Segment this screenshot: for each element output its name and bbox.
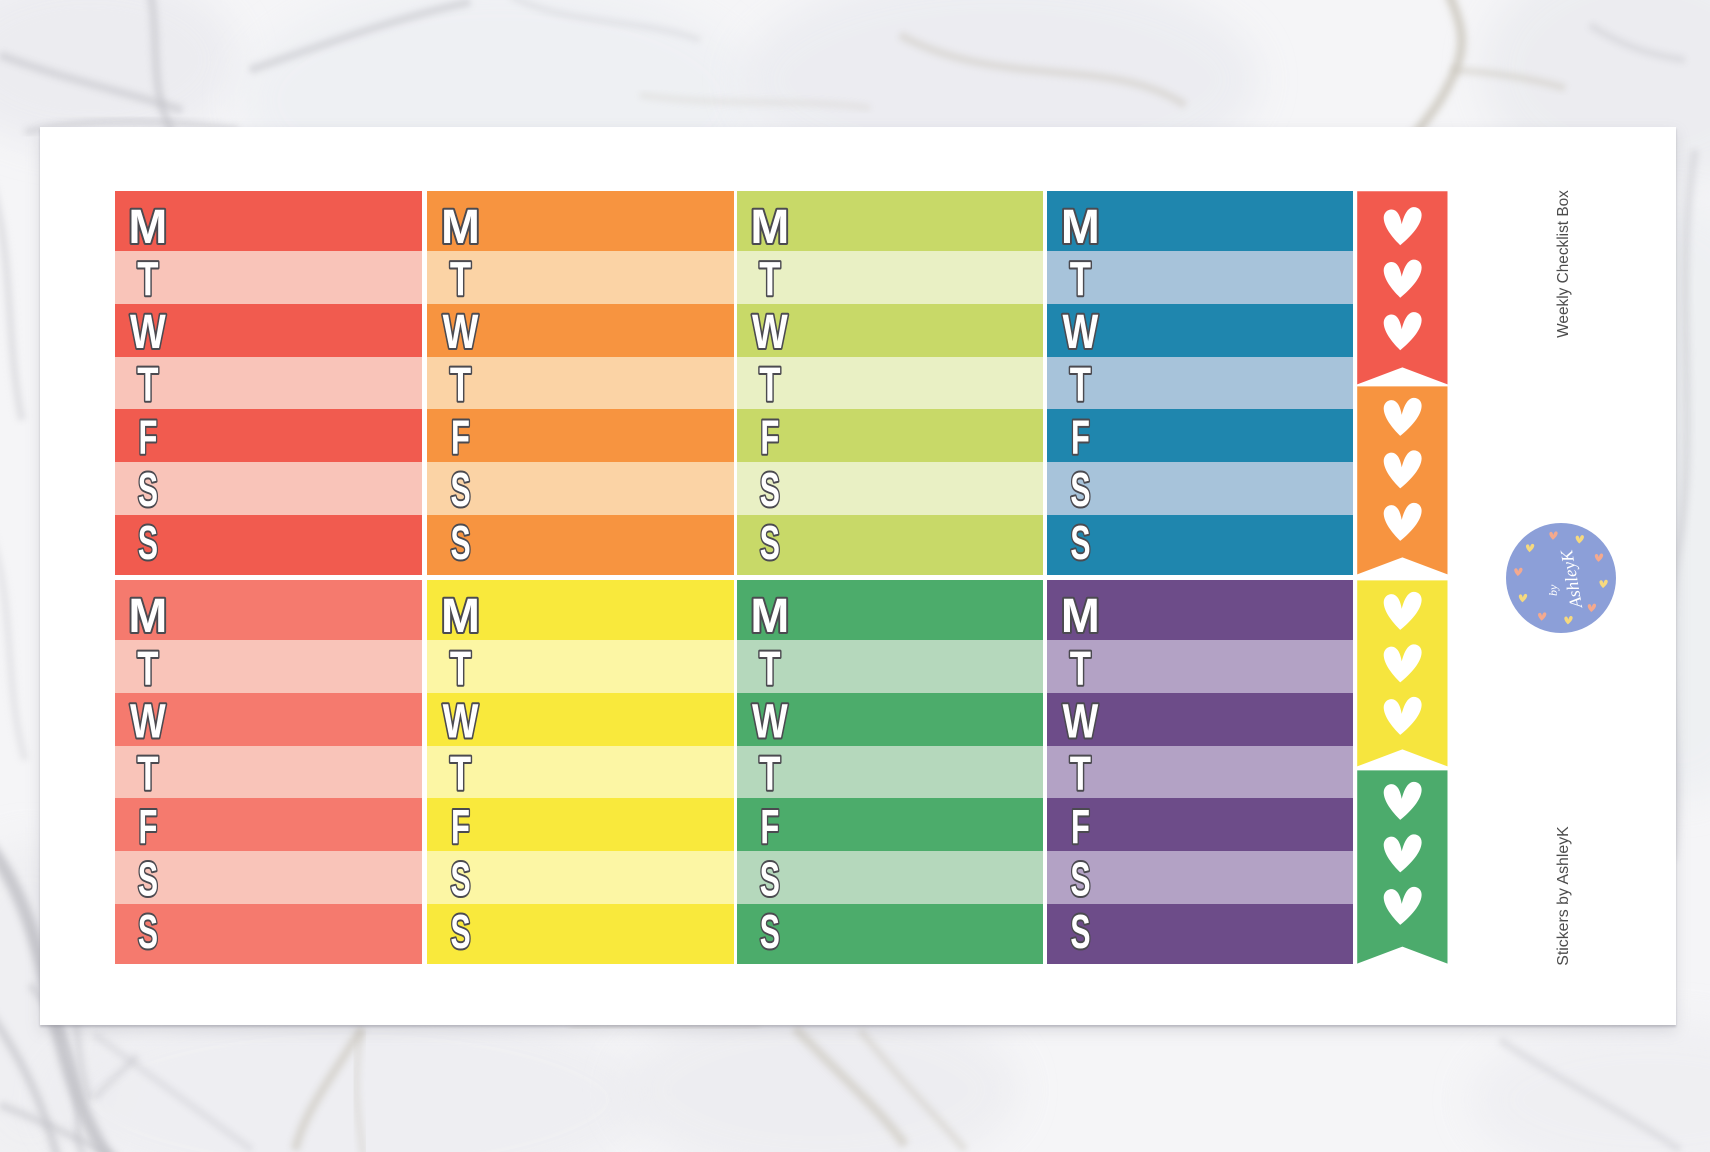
svg-text:S: S xyxy=(760,852,780,906)
svg-text:S: S xyxy=(138,905,158,959)
svg-text:T: T xyxy=(759,641,780,695)
svg-text:S: S xyxy=(450,463,470,517)
svg-text:T: T xyxy=(450,641,471,695)
svg-text:M: M xyxy=(750,200,789,254)
svg-text:M: M xyxy=(1061,200,1100,254)
svg-text:W: W xyxy=(752,695,788,748)
svg-text:F: F xyxy=(138,410,157,465)
svg-text:T: T xyxy=(137,357,158,411)
svg-text:M: M xyxy=(128,589,167,643)
svg-text:T: T xyxy=(1070,357,1091,411)
svg-text:W: W xyxy=(1063,306,1099,359)
svg-text:F: F xyxy=(138,799,157,854)
svg-text:S: S xyxy=(760,905,780,959)
svg-text:W: W xyxy=(443,306,479,359)
svg-text:W: W xyxy=(130,695,166,748)
svg-text:F: F xyxy=(760,410,779,465)
svg-text:F: F xyxy=(1071,799,1090,854)
svg-text:M: M xyxy=(1061,589,1100,643)
svg-text:T: T xyxy=(759,357,780,411)
svg-text:S: S xyxy=(138,516,158,570)
svg-text:T: T xyxy=(1070,746,1091,800)
svg-text:T: T xyxy=(759,746,780,800)
svg-text:F: F xyxy=(760,799,779,854)
svg-text:S: S xyxy=(1070,852,1090,906)
svg-text:T: T xyxy=(137,746,158,800)
svg-text:S: S xyxy=(450,852,470,906)
svg-text:S: S xyxy=(760,463,780,517)
svg-text:S: S xyxy=(1070,463,1090,517)
svg-text:T: T xyxy=(137,252,158,306)
svg-text:W: W xyxy=(1063,695,1099,748)
svg-text:F: F xyxy=(1071,410,1090,465)
svg-text:M: M xyxy=(441,589,480,643)
svg-text:T: T xyxy=(137,641,158,695)
svg-text:W: W xyxy=(130,306,166,359)
svg-text:S: S xyxy=(760,516,780,570)
svg-text:S: S xyxy=(1070,905,1090,959)
svg-text:W: W xyxy=(752,306,788,359)
svg-text:T: T xyxy=(1070,252,1091,306)
svg-text:T: T xyxy=(1070,641,1091,695)
svg-text:S: S xyxy=(450,516,470,570)
svg-text:by: by xyxy=(1546,584,1560,596)
svg-text:F: F xyxy=(451,799,470,854)
svg-text:T: T xyxy=(450,252,471,306)
svg-text:S: S xyxy=(138,463,158,517)
svg-text:F: F xyxy=(451,410,470,465)
svg-text:S: S xyxy=(138,852,158,906)
svg-text:T: T xyxy=(759,252,780,306)
svg-text:S: S xyxy=(450,905,470,959)
svg-text:M: M xyxy=(750,589,789,643)
svg-text:S: S xyxy=(1070,516,1090,570)
svg-text:T: T xyxy=(450,746,471,800)
svg-text:M: M xyxy=(441,200,480,254)
svg-text:M: M xyxy=(128,200,167,254)
svg-text:T: T xyxy=(450,357,471,411)
svg-text:W: W xyxy=(443,695,479,748)
